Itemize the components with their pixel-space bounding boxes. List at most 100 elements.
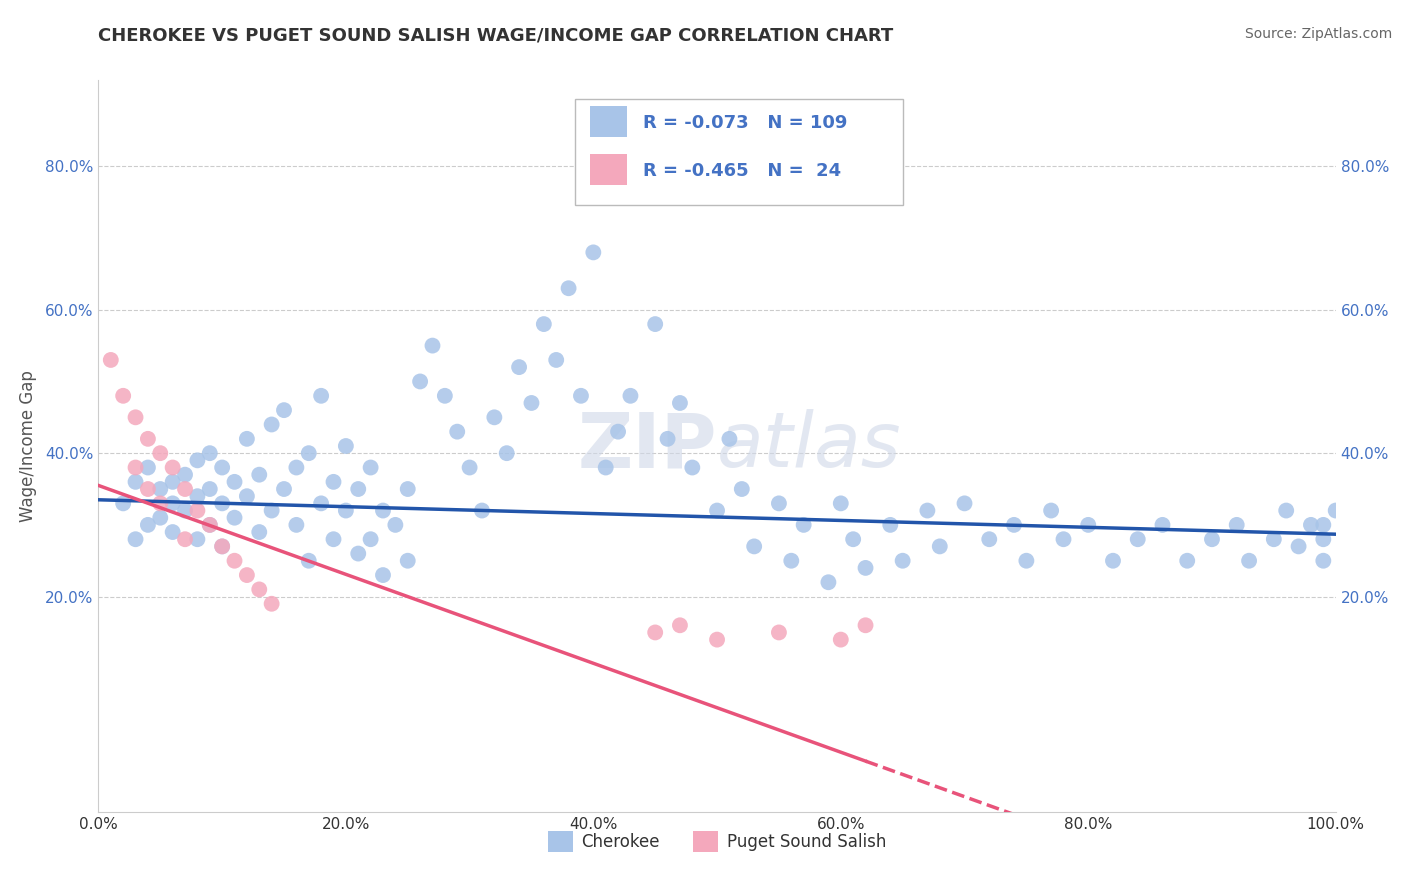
Point: [124, 533, 146, 547]
Point: [1299, 517, 1322, 532]
Point: [793, 517, 815, 532]
Point: [1288, 540, 1310, 554]
Point: [1040, 503, 1063, 517]
Point: [1102, 554, 1125, 568]
Point: [136, 460, 159, 475]
Point: [174, 467, 197, 482]
Point: [1052, 533, 1074, 547]
Point: [273, 482, 295, 496]
Point: [309, 389, 332, 403]
Legend: Cherokee, Puget Sound Salish: Cherokee, Puget Sound Salish: [541, 824, 893, 858]
Point: [112, 496, 135, 510]
Point: [186, 489, 208, 503]
Point: [1275, 503, 1298, 517]
Point: [979, 533, 1001, 547]
Point: [669, 618, 692, 632]
Point: [1015, 554, 1038, 568]
Point: [1226, 517, 1249, 532]
FancyBboxPatch shape: [575, 99, 903, 204]
Point: [347, 547, 370, 561]
Point: [162, 496, 184, 510]
Point: [917, 503, 939, 517]
Point: [136, 517, 159, 532]
Point: [1175, 554, 1198, 568]
Point: [520, 396, 543, 410]
Point: [681, 460, 703, 475]
Point: [224, 554, 246, 568]
Point: [1077, 517, 1099, 532]
Point: [247, 524, 270, 539]
Point: [830, 496, 852, 510]
Point: [644, 317, 666, 331]
Point: [136, 432, 159, 446]
Point: [731, 482, 754, 496]
Point: [285, 517, 308, 532]
Point: [569, 389, 592, 403]
Point: [298, 446, 321, 460]
Point: [335, 503, 357, 517]
Point: [855, 561, 877, 575]
Point: [224, 510, 246, 524]
Point: [1126, 533, 1149, 547]
Point: [149, 446, 172, 460]
Point: [260, 503, 283, 517]
Point: [1312, 533, 1334, 547]
Point: [124, 475, 146, 489]
Point: [211, 540, 233, 554]
Point: [273, 403, 295, 417]
Point: [768, 625, 790, 640]
Point: [1201, 533, 1223, 547]
Point: [124, 460, 146, 475]
Point: [260, 597, 283, 611]
Point: [162, 460, 184, 475]
Point: [396, 554, 419, 568]
Point: [742, 540, 765, 554]
Point: [495, 446, 517, 460]
FancyBboxPatch shape: [589, 154, 627, 185]
Point: [508, 360, 530, 375]
Point: [780, 554, 803, 568]
Point: [112, 389, 135, 403]
Point: [409, 375, 432, 389]
Point: [384, 517, 406, 532]
Point: [360, 460, 382, 475]
Point: [706, 632, 728, 647]
Point: [236, 489, 259, 503]
Point: [1324, 503, 1347, 517]
Point: [830, 632, 852, 647]
Point: [582, 245, 605, 260]
Text: R = -0.073   N = 109: R = -0.073 N = 109: [643, 113, 848, 132]
Point: [149, 496, 172, 510]
Point: [136, 482, 159, 496]
Point: [174, 533, 197, 547]
Point: [335, 439, 357, 453]
Point: [236, 432, 259, 446]
Point: [371, 568, 394, 582]
Point: [546, 353, 568, 368]
Point: [174, 503, 197, 517]
Point: [247, 467, 270, 482]
Point: [855, 618, 877, 632]
FancyBboxPatch shape: [589, 106, 627, 136]
Point: [174, 482, 197, 496]
Point: [298, 554, 321, 568]
Point: [644, 625, 666, 640]
Point: [657, 432, 679, 446]
Point: [260, 417, 283, 432]
Point: [186, 503, 208, 517]
Point: [458, 460, 481, 475]
Point: [619, 389, 641, 403]
Point: [149, 482, 172, 496]
Point: [433, 389, 456, 403]
Point: [607, 425, 630, 439]
Point: [236, 568, 259, 582]
Point: [891, 554, 914, 568]
Y-axis label: Wage/Income Gap: Wage/Income Gap: [18, 370, 37, 522]
Point: [211, 496, 233, 510]
Point: [484, 410, 506, 425]
Point: [347, 482, 370, 496]
Point: [533, 317, 555, 331]
Point: [224, 475, 246, 489]
Point: [706, 503, 728, 517]
Point: [211, 460, 233, 475]
